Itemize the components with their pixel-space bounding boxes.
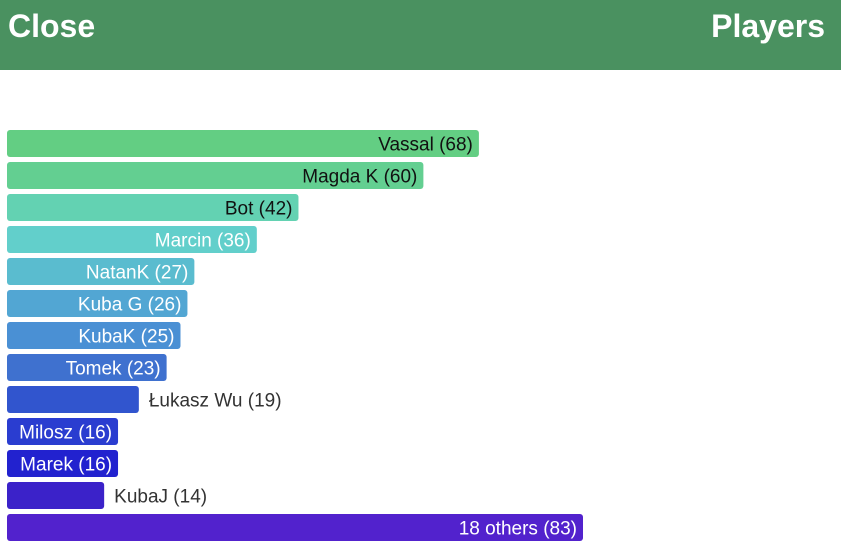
bar-label-12: 18 others (83) [459,519,577,540]
bar-8 [7,386,139,413]
players-title: Players [711,8,825,44]
bar-10 [7,450,119,477]
bar-7 [7,354,167,381]
bar-5 [7,290,188,317]
bar-label-1: Magda K (60) [302,167,417,188]
bar-label-2: Bot (42) [225,199,293,220]
bar-label-0: Vassal (68) [378,135,473,156]
bar-0 [7,130,479,157]
top-bar: Close Players [0,0,841,70]
bar-4 [7,258,195,285]
bar-12 [7,514,583,541]
bar-label-10: Marek (16) [20,455,112,476]
bar-3 [7,226,257,253]
close-button[interactable]: Close [8,8,96,44]
bar-2 [7,194,299,221]
bar-6 [7,322,181,349]
bar-label-7: Tomek (23) [66,359,161,380]
bar-label-4: NatanK (27) [86,263,188,284]
bar-label-6: KubaK (25) [78,327,174,348]
bar-label-9: Milosz (16) [19,423,112,444]
bar-label-11: KubaJ (14) [114,487,207,508]
bar-9 [7,418,119,445]
bar-1 [7,162,424,189]
bar-label-8: Łukasz Wu (19) [149,391,282,412]
bar-label-3: Marcin (36) [155,231,251,252]
bar-label-5: Kuba G (26) [78,295,182,316]
bar-11 [7,482,105,509]
